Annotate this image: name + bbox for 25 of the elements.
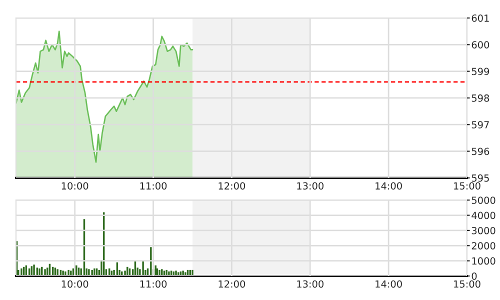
y-tick-label: 0 [472, 272, 477, 280]
y-tick-label: 599 [472, 68, 490, 76]
y-tick-label: 598 [472, 94, 490, 102]
y-tick-label: 601 [472, 14, 489, 22]
y-tick-label: 3000 [472, 226, 496, 234]
y-tick-label: 1000 [472, 257, 496, 265]
x-tick-label: 13:00 [297, 280, 324, 288]
x-tick-label: 11:00 [140, 280, 167, 288]
x-tick-label: 10:00 [62, 182, 88, 190]
x-tick-label: 13:00 [297, 182, 324, 190]
x-tick-label: 14:00 [376, 182, 402, 190]
y-tick-label: 600 [472, 41, 490, 48]
y-tick-label: 595 [472, 174, 489, 182]
x-tick-label: 10:00 [62, 280, 88, 288]
y-tick-label: 5000 [472, 196, 496, 204]
x-tick-label: 14:00 [376, 280, 402, 288]
x-tick-label: 11:00 [140, 182, 167, 190]
y-tick-label: 4000 [472, 212, 496, 220]
y-tick-label: 596 [472, 148, 490, 156]
x-tick-label: 12:00 [218, 280, 246, 288]
x-tick-label: 15:00 [454, 280, 480, 288]
x-tick-label: 15:00 [454, 182, 480, 190]
y-tick-label: 597 [472, 121, 489, 128]
x-tick-label: 12:00 [218, 182, 246, 190]
y-tick-label: 2000 [472, 242, 496, 250]
